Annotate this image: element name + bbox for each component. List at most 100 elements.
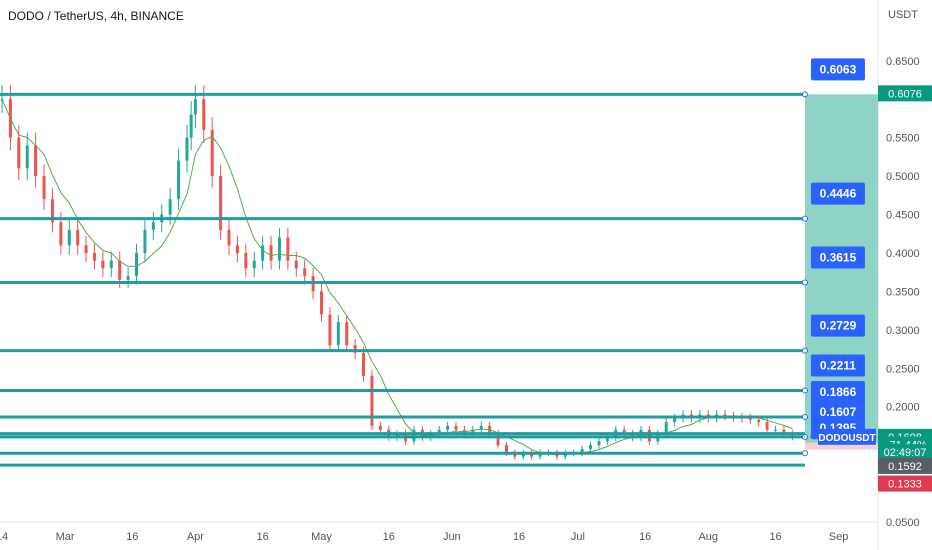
x-tick-label: Jul xyxy=(571,531,585,543)
level-label: 0.6063 xyxy=(820,62,857,76)
price-tag-label: 0.6076 xyxy=(888,88,922,100)
level-label: 0.2211 xyxy=(820,358,856,372)
price-tag-box xyxy=(878,85,932,102)
level-anchor xyxy=(801,450,808,457)
candle-body xyxy=(126,276,130,280)
candle-body xyxy=(185,137,189,161)
candle-body xyxy=(92,252,96,261)
candle-body xyxy=(513,452,517,457)
candle-body xyxy=(336,322,340,346)
x-tick-label: Mar xyxy=(56,531,75,543)
candle-body xyxy=(109,260,113,269)
y-tick-label: 0.0500 xyxy=(886,517,920,529)
level-label-box xyxy=(810,58,865,81)
price-tag-label: 0.1592 xyxy=(888,461,922,473)
candle-body xyxy=(530,452,534,457)
candle-body xyxy=(219,176,223,230)
candle-body xyxy=(622,429,626,434)
candle-body xyxy=(328,314,332,346)
x-tick-label: 16 xyxy=(769,531,781,543)
candle-body xyxy=(210,129,214,177)
y-tick-label: 0.4500 xyxy=(886,210,920,222)
candle-body xyxy=(673,418,677,423)
candle-body xyxy=(563,452,567,457)
price-tag-box xyxy=(878,457,932,474)
level-label-box xyxy=(810,354,865,377)
candle-body xyxy=(244,252,248,269)
candle-body xyxy=(143,229,147,253)
candle-body xyxy=(135,252,139,276)
candle-body xyxy=(378,425,382,430)
candle-body xyxy=(496,433,500,446)
price-tag-label: 02:49:07 xyxy=(884,447,927,459)
level-anchor xyxy=(801,347,808,354)
y-tick-label: 0.2000 xyxy=(886,402,920,414)
level-label-box xyxy=(810,380,865,403)
candle-body xyxy=(353,345,357,353)
x-tick-label: 14 xyxy=(0,531,8,543)
candle-body xyxy=(34,145,38,177)
y-tick-label: 0.2500 xyxy=(886,363,920,375)
candle-body xyxy=(605,437,609,442)
candle-body xyxy=(261,245,265,261)
candle-body xyxy=(25,145,29,169)
candle-body xyxy=(269,245,273,261)
candle-body xyxy=(227,229,231,246)
level-label: 0.3615 xyxy=(820,251,857,265)
x-tick-label: 16 xyxy=(126,531,138,543)
level-anchor xyxy=(801,279,808,286)
candle-body xyxy=(589,445,593,449)
price-tag-box xyxy=(878,444,932,461)
candle-body xyxy=(193,99,197,115)
candle-body xyxy=(17,137,21,169)
level-label: 0.4446 xyxy=(820,187,857,201)
x-tick-label: Jun xyxy=(443,531,461,543)
level-label-box xyxy=(810,246,865,269)
candle-body xyxy=(294,260,298,269)
candle-body xyxy=(118,260,122,280)
level-label: 0.1866 xyxy=(820,385,857,399)
candle-body xyxy=(151,222,155,230)
x-tick-label: Sep xyxy=(829,531,849,543)
x-tick-label: Apr xyxy=(187,531,204,543)
level-anchor xyxy=(801,215,808,222)
candle-body xyxy=(664,422,668,434)
candle-body xyxy=(319,291,323,315)
candle-body xyxy=(790,433,794,437)
candle-body xyxy=(748,418,752,420)
candle-body xyxy=(521,452,525,457)
candle-body xyxy=(471,429,475,434)
y-tick-label: 0.6500 xyxy=(886,56,920,68)
x-tick-label: 16 xyxy=(639,531,651,543)
candle-body xyxy=(370,375,374,426)
candle-body xyxy=(177,160,181,200)
x-tick-label: 16 xyxy=(513,531,525,543)
level-label-box xyxy=(810,182,865,205)
candle-body xyxy=(84,245,88,253)
candle-body xyxy=(202,99,206,130)
symbol-tag-box xyxy=(818,428,876,445)
y-tick-label: 0.3500 xyxy=(886,286,920,298)
x-tick-label: 16 xyxy=(383,531,395,543)
candle-body xyxy=(303,268,307,276)
price-tag-box xyxy=(878,475,932,492)
candle-body xyxy=(723,414,727,416)
candle-body xyxy=(580,448,584,453)
candle-body xyxy=(168,199,172,215)
level-label-box xyxy=(810,314,865,337)
loss-zone xyxy=(804,442,878,450)
axis-unit-label: USDT xyxy=(888,9,918,21)
level-anchor xyxy=(801,91,808,98)
candle-body xyxy=(345,322,349,346)
candle-body xyxy=(479,425,483,430)
candle-body xyxy=(765,422,769,430)
candle-body xyxy=(446,425,450,430)
candle-body xyxy=(59,222,63,246)
candle-body xyxy=(362,352,366,376)
symbol-tag-label: DODOUSDT xyxy=(818,433,875,444)
y-tick-label: 0.5000 xyxy=(886,171,920,183)
x-tick-label: Aug xyxy=(698,531,718,543)
candle-body xyxy=(76,229,80,246)
candle-body xyxy=(277,237,281,261)
